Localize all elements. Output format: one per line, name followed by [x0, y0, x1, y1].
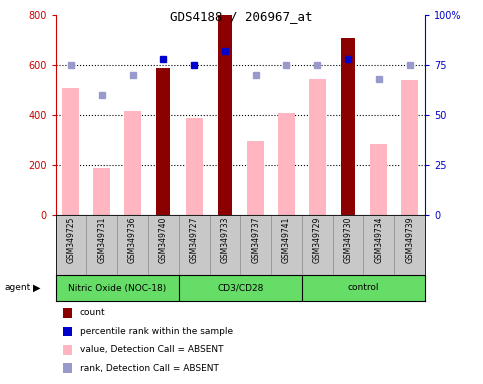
Text: count: count [80, 308, 105, 318]
Bar [278, 113, 295, 215]
Text: GSM349736: GSM349736 [128, 217, 137, 263]
Text: percentile rank within the sample: percentile rank within the sample [80, 327, 233, 336]
Text: GSM349734: GSM349734 [374, 217, 384, 263]
Bar [62, 88, 79, 215]
Text: GSM349740: GSM349740 [159, 217, 168, 263]
Text: GSM349727: GSM349727 [190, 217, 199, 263]
Bar [309, 79, 326, 215]
Text: GSM349725: GSM349725 [67, 217, 75, 263]
Text: Nitric Oxide (NOC-18): Nitric Oxide (NOC-18) [68, 283, 166, 293]
Bar [341, 38, 355, 215]
Bar [247, 141, 264, 215]
Text: GSM349737: GSM349737 [251, 217, 260, 263]
Text: GSM349741: GSM349741 [282, 217, 291, 263]
Bar [156, 68, 170, 215]
Text: GSM349733: GSM349733 [220, 217, 229, 263]
Bar [401, 80, 418, 215]
Bar [185, 118, 202, 215]
Text: GSM349730: GSM349730 [343, 217, 353, 263]
Text: GDS4188 / 206967_at: GDS4188 / 206967_at [170, 10, 313, 23]
Bar [93, 167, 110, 215]
Text: GSM349739: GSM349739 [405, 217, 414, 263]
Text: rank, Detection Call = ABSENT: rank, Detection Call = ABSENT [80, 364, 219, 373]
Text: agent: agent [5, 283, 31, 293]
Text: control: control [348, 283, 379, 293]
Text: value, Detection Call = ABSENT: value, Detection Call = ABSENT [80, 345, 223, 354]
Bar [370, 144, 387, 215]
Text: GSM349729: GSM349729 [313, 217, 322, 263]
Text: GSM349731: GSM349731 [97, 217, 106, 263]
Bar [124, 111, 141, 215]
Bar [218, 15, 232, 215]
Text: CD3/CD28: CD3/CD28 [217, 283, 264, 293]
Text: ▶: ▶ [33, 283, 41, 293]
